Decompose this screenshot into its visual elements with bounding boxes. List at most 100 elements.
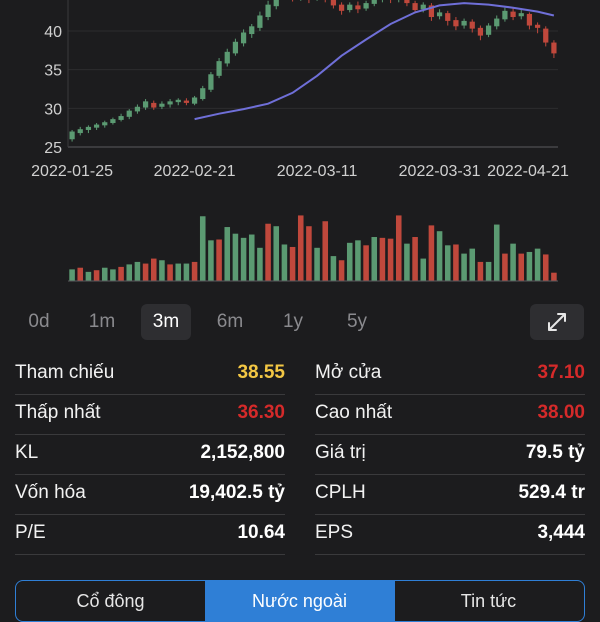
y-tick-label: 30 — [44, 101, 62, 118]
stat-value: 38.55 — [237, 362, 285, 383]
candle-body — [404, 0, 410, 4]
x-tick-label: 2022-04-21 — [487, 163, 569, 180]
volume-bar — [379, 237, 386, 281]
volume-bar — [436, 231, 443, 281]
stat-label: P/E — [15, 522, 46, 543]
price-chart[interactable]: 40 35 30 25 2022-01-25 2022-02-21 2022-03-11 20… — [0, 0, 600, 290]
range-1m-button[interactable]: 1m — [88, 311, 116, 332]
volume-bar — [183, 263, 190, 281]
volume-bar — [273, 226, 280, 281]
expand-chart-button[interactable] — [530, 304, 584, 340]
volume-bar — [469, 248, 476, 281]
stat-ref-price: Tham chiếu 38.55 — [15, 354, 285, 395]
stat-value: 79.5 tỷ — [525, 442, 585, 463]
range-0d-button[interactable]: 0d — [28, 311, 50, 332]
stat-label: Vốn hóa — [15, 482, 86, 503]
stat-market-cap: Vốn hóa 19,402.5 tỷ — [15, 474, 285, 515]
volume-bar — [297, 215, 304, 281]
candle-body — [510, 11, 516, 18]
y-tick-label: 25 — [44, 140, 62, 157]
candle-body — [526, 13, 533, 26]
tab-news[interactable]: Tin tức — [460, 591, 517, 611]
candle-body — [534, 24, 541, 28]
volume-bar — [77, 267, 84, 281]
volume-bar — [395, 215, 402, 281]
candle-body — [110, 119, 116, 124]
candle-body — [428, 5, 435, 18]
volume-bar — [526, 251, 533, 281]
volume-bar — [412, 237, 418, 281]
volume-bar — [216, 239, 222, 281]
tab-foreign[interactable]: Nước ngoài — [205, 581, 394, 621]
x-tick-label: 2022-01-25 — [31, 163, 113, 180]
candle-body — [93, 124, 100, 128]
volume-bar — [420, 258, 427, 281]
stat-value: 37.10 — [537, 362, 585, 383]
candle-body — [543, 28, 549, 43]
volume-bar — [477, 261, 484, 281]
volume-bar — [224, 227, 231, 281]
stat-value: 3,444 — [537, 522, 585, 543]
stat-label: Tham chiếu — [15, 362, 115, 383]
volume-bar — [338, 260, 345, 281]
candle-body — [469, 21, 475, 29]
candle-body — [371, 0, 377, 4]
candlestick-chart-svg[interactable]: 40 35 30 25 2022-01-25 2022-02-21 2022-03-11 20… — [0, 0, 600, 290]
stat-value-traded: Giá trị 79.5 tỷ — [315, 434, 585, 475]
volume-bar — [485, 261, 492, 281]
candle-body — [77, 129, 83, 134]
volume-bar — [199, 216, 206, 281]
stat-label: Thấp nhất — [15, 402, 101, 423]
stat-shares-outstanding: CPLH 529.4 tr — [315, 474, 585, 515]
range-1y-button[interactable]: 1y — [282, 311, 304, 332]
candle-body — [191, 97, 198, 104]
candle-body — [167, 101, 173, 105]
candle-body — [494, 18, 500, 27]
tab-divider — [394, 581, 395, 621]
candle-body — [134, 106, 141, 112]
expand-arrows-icon — [548, 313, 566, 331]
range-6m-button[interactable]: 6m — [216, 311, 244, 332]
candle-body — [232, 41, 239, 54]
candle-body — [200, 88, 206, 100]
volume-bar — [232, 233, 239, 281]
candle-body — [338, 4, 345, 11]
candle-body — [175, 99, 181, 103]
stat-high: Cao nhất 38.00 — [315, 394, 585, 435]
candle-body — [518, 13, 524, 17]
stat-value: 38.00 — [537, 402, 585, 423]
volume-bar — [110, 269, 116, 281]
volume-bar — [281, 244, 288, 281]
volume-bar — [101, 267, 108, 281]
stat-value: 36.30 — [237, 402, 285, 423]
range-selector: 0d 1m 3m 6m 1y 5y — [0, 300, 600, 344]
stat-value: 529.4 tr — [518, 482, 585, 503]
stat-value: 10.64 — [237, 522, 285, 543]
moving-average-line — [194, 2, 555, 121]
candle-body — [436, 12, 443, 17]
volume-bar — [306, 226, 312, 281]
x-tick-label: 2022-03-31 — [399, 163, 481, 180]
volume-bar — [461, 253, 467, 281]
volume-bar — [518, 253, 525, 281]
volume-bar — [175, 263, 182, 281]
candle-body — [420, 4, 426, 10]
candle-body — [330, 0, 337, 6]
candle-body — [502, 10, 508, 20]
candle-body — [142, 101, 149, 108]
x-tick-label: 2022-02-21 — [154, 163, 236, 180]
tab-shareholders[interactable]: Cổ đông — [76, 591, 145, 611]
range-3m-button[interactable]: 3m — [141, 304, 191, 340]
volume-bar — [453, 244, 459, 281]
range-5y-button[interactable]: 5y — [346, 311, 368, 332]
volume-bar — [502, 253, 508, 281]
candle-body — [453, 20, 459, 27]
volume-bar — [208, 240, 214, 281]
volume-bar — [85, 271, 92, 281]
volume-bar — [510, 243, 516, 281]
volume-bar — [142, 263, 149, 281]
volume-bar — [257, 247, 263, 281]
candle-body — [412, 3, 418, 11]
volume-bar — [167, 264, 173, 281]
candle-body — [69, 131, 75, 140]
